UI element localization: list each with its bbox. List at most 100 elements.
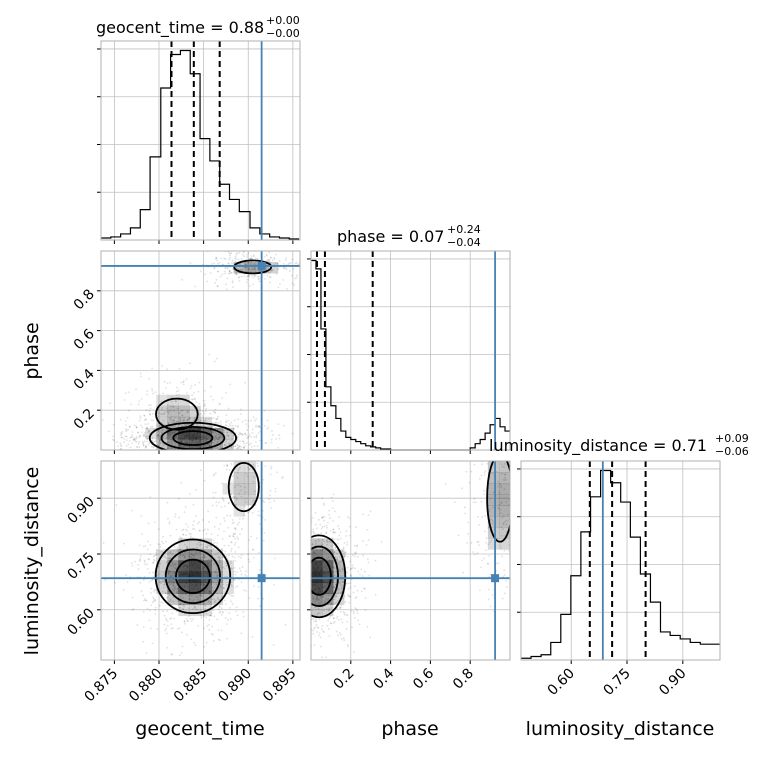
sample-point [217,551,219,554]
sample-point [120,444,122,446]
sample-point [149,452,151,454]
sample-point [153,588,156,591]
sample-point [282,565,284,567]
sample-point [192,453,194,455]
sample-point [296,532,298,534]
sample-point [227,619,230,621]
sample-point [291,274,293,277]
sample-point [202,454,204,456]
sample-point [160,582,163,585]
sample-point [183,622,186,625]
sample-point [481,431,483,433]
sample-point [212,491,214,494]
sample-point [170,582,173,585]
sample-point [193,456,195,458]
sample-point [224,272,227,275]
sample-point [240,423,242,425]
sample-point [325,598,328,601]
sample-point [218,528,220,530]
sample-point [235,253,238,256]
sample-point [111,438,114,441]
sample-point [92,440,94,442]
sample-point [215,278,218,281]
sample-point [257,510,260,513]
sample-point [207,510,210,513]
sample-point [325,608,328,611]
sample-point [127,443,130,446]
sample-point [187,556,189,558]
sample-point [444,483,447,485]
sample-point [285,539,287,541]
sample-point [211,598,214,600]
sample-point [187,409,189,412]
density-cell [311,560,323,572]
sample-point [233,570,236,573]
sample-point [285,630,287,632]
sample-point [225,421,228,424]
sample-point [470,470,473,473]
sample-point [189,451,191,453]
sample-point [146,431,149,434]
sample-point [297,623,299,625]
density-cell [156,416,168,429]
sample-point [312,629,315,632]
x-tick-label: 0.895 [260,666,300,706]
sample-point [240,445,243,448]
sample-point [185,546,188,549]
sample-point [487,598,490,601]
y-tick-label: 0.60 [64,605,97,638]
sample-point [248,560,251,563]
sample-point [281,615,283,617]
density-cell [244,461,257,473]
sample-point [231,535,234,537]
sample-point [301,541,303,543]
sample-point [202,554,205,556]
density-cell [156,582,168,594]
sample-point [343,555,346,558]
sample-point [232,286,234,288]
sample-point [512,592,514,594]
sample-point [129,426,131,428]
sample-point [237,445,240,448]
sample-point [278,562,280,564]
sample-point [339,633,342,636]
sample-point [461,487,464,490]
sample-point [179,603,182,606]
sample-point [332,617,335,619]
sample-point [158,458,160,460]
sample-point [307,593,309,595]
sample-point [284,541,286,543]
sample-point [182,381,185,384]
sample-point [266,568,268,570]
sample-point [301,560,303,562]
sample-point [239,262,242,265]
sample-point [188,417,191,420]
sample-point [484,530,486,533]
sample-point [237,455,239,457]
sample-point [210,417,213,420]
sample-point [182,608,185,611]
sample-point [165,387,167,390]
sample-point [257,597,260,600]
sample-point [245,472,247,475]
sample-point [320,527,323,530]
sample-point [211,430,214,433]
sample-point [151,389,154,392]
sample-point [489,605,492,608]
sample-point [263,255,266,258]
sample-point [146,607,149,610]
sample-point [333,598,336,601]
sample-point [212,547,215,550]
sample-point [185,424,188,426]
sample-point [174,447,176,450]
sample-point [234,445,237,447]
sample-point [326,624,329,627]
sample-point [314,542,317,544]
sample-point [228,270,231,273]
contour-line [155,397,199,431]
sample-point [191,600,194,603]
sample-point [169,410,172,412]
sample-point [325,594,328,597]
sample-point [163,380,166,383]
sample-point [268,494,271,497]
